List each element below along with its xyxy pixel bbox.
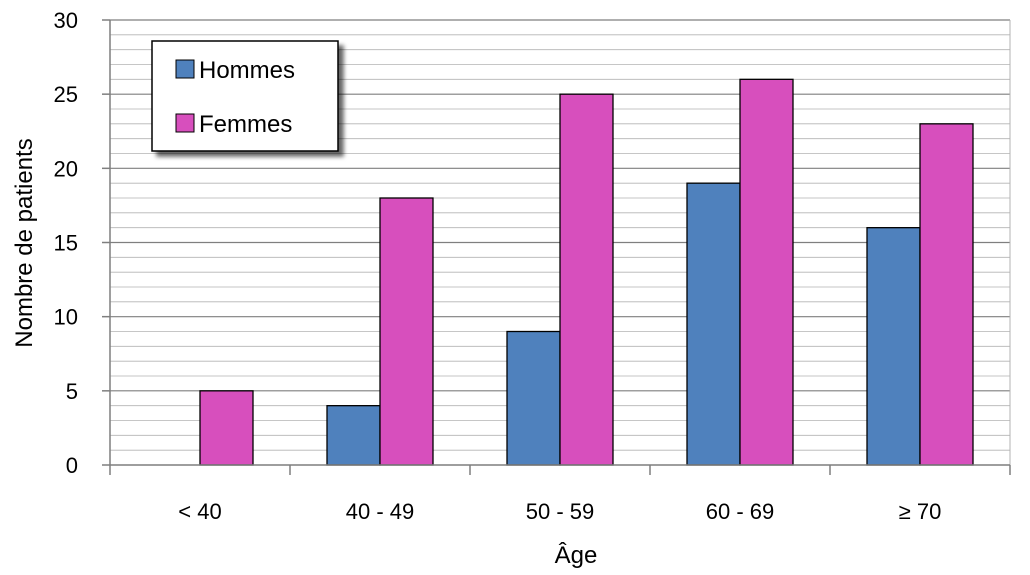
y-tick-label: 25	[54, 82, 78, 107]
bar-femmes-2	[559, 93, 614, 466]
legend-swatch-hommes	[175, 59, 195, 79]
y-tick-label: 30	[54, 8, 78, 33]
axes	[102, 19, 1011, 475]
x-tick-label: 60 - 69	[706, 499, 775, 524]
y-tick-label: 20	[54, 156, 78, 181]
x-axis-title: Âge	[555, 542, 598, 569]
bar-hommes-1	[326, 405, 381, 466]
bars	[199, 78, 974, 466]
legend-label-femmes: Femmes	[199, 111, 292, 138]
x-tick-label: 40 - 49	[346, 499, 415, 524]
x-tick-labels: < 40 40 - 49 50 - 59 60 - 69 ≥ 70	[178, 499, 941, 524]
x-tick-label: 50 - 59	[526, 499, 595, 524]
legend-label-hommes: Hommes	[199, 57, 295, 84]
bar-hommes-2	[506, 330, 561, 466]
x-tick-label: < 40	[178, 499, 221, 524]
bar-femmes-3	[739, 78, 794, 466]
legend: Hommes Femmes	[151, 40, 339, 152]
bar-femmes-4	[919, 123, 974, 466]
y-axis-title: Nombre de patients	[11, 138, 38, 347]
x-tick-label: ≥ 70	[899, 499, 942, 524]
legend-swatch-femmes	[175, 113, 195, 133]
bar-femmes-1	[379, 197, 434, 466]
bar-hommes-3	[686, 182, 741, 466]
y-tick-labels: 0 5 10 15 20 25 30	[54, 8, 78, 478]
y-tick-label: 15	[54, 231, 78, 256]
y-tick-label: 5	[66, 379, 78, 404]
legend-box	[151, 40, 339, 152]
bar-femmes-0	[199, 390, 254, 466]
bar-hommes-4	[866, 227, 921, 466]
y-tick-label: 10	[54, 305, 78, 330]
y-tick-label: 0	[66, 453, 78, 478]
